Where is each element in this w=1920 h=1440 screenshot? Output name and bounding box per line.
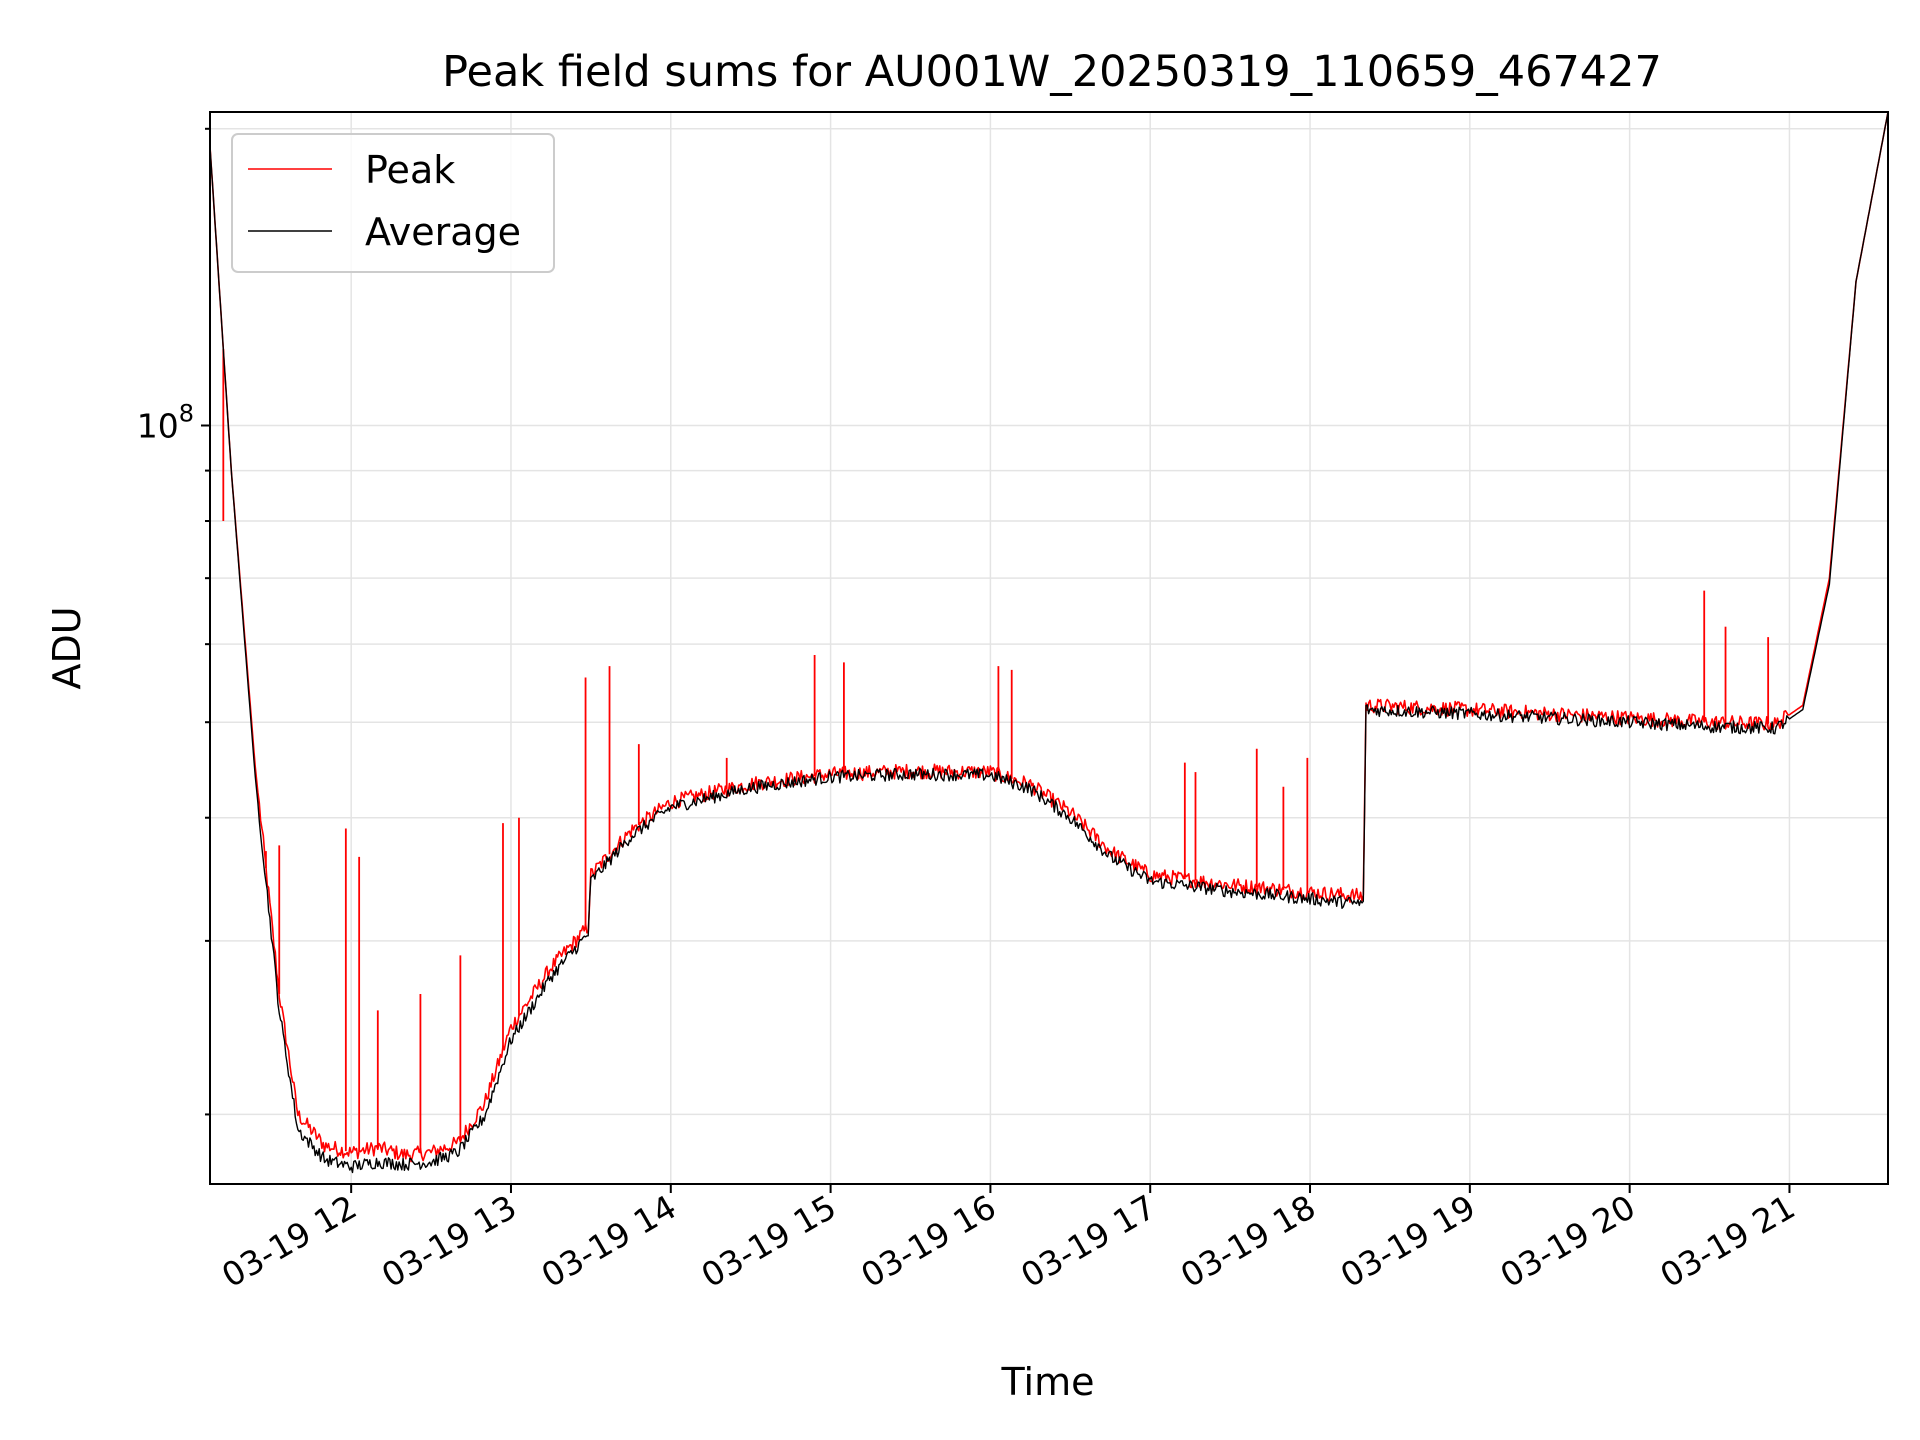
legend-label-peak: Peak xyxy=(365,148,455,192)
series-line-average xyxy=(210,112,1888,1174)
y-tick-label: 108 xyxy=(137,399,194,445)
plot-area xyxy=(210,112,1888,1184)
legend-label-average: Average xyxy=(365,210,521,254)
plot-frame xyxy=(209,111,1889,1185)
chart-title: Peak field sums for AU001W_20250319_1106… xyxy=(442,47,1662,97)
y-axis: 108 xyxy=(137,127,210,1116)
y-tick-label-exponent: 8 xyxy=(179,399,194,427)
y-axis-label: ADU xyxy=(45,606,89,689)
x-axis-label: Time xyxy=(1001,1360,1095,1404)
series-layer xyxy=(210,112,1888,1174)
grid xyxy=(210,112,1888,1184)
y-tick-label-base: 10 xyxy=(137,406,179,445)
legend: Peak Average xyxy=(231,133,555,273)
